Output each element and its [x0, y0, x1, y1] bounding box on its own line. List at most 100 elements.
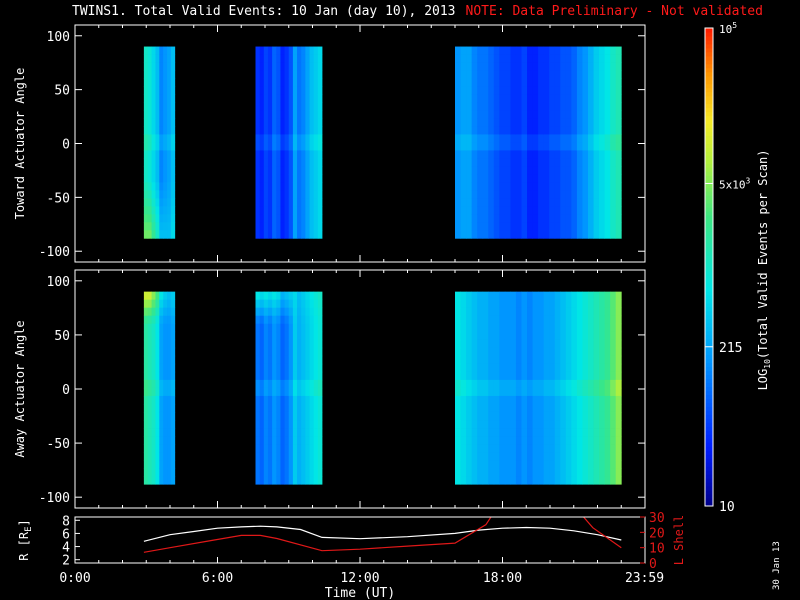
heat-cell-away-0-1-12 [147, 387, 152, 397]
heat-cell-toward-2-13-6 [527, 94, 533, 103]
heat-cell-toward-0-3-11 [155, 134, 160, 143]
heat-cell-away-2-28-23 [610, 476, 617, 485]
heat-cell-toward-2-28-7 [610, 102, 617, 111]
heat-cell-toward-2-28-18 [610, 190, 617, 199]
heat-cell-toward-1-3-16 [267, 174, 273, 183]
heat-cell-away-2-8-23 [499, 476, 506, 485]
heat-cell-away-2-25-18 [593, 436, 600, 445]
heat-cell-away-2-4-13 [477, 395, 484, 405]
heat-cell-toward-0-2-2 [151, 62, 156, 71]
heat-cell-away-1-4-8 [272, 355, 277, 365]
heat-cell-toward-2-20-21 [565, 214, 572, 223]
heat-cell-away-2-2-9 [466, 363, 473, 373]
colorbar-step-98 [705, 111, 713, 117]
heat-cell-toward-2-7-9 [493, 118, 500, 127]
heat-cell-away-2-22-6 [576, 339, 583, 349]
heat-cell-toward-1-3-7 [267, 102, 273, 111]
heat-cell-toward-0-6-5 [167, 86, 172, 95]
heat-cell-away-2-28-12 [610, 387, 617, 397]
heat-cell-away-2-5-12 [482, 387, 489, 397]
heat-cell-away-2-20-4 [565, 323, 572, 333]
heat-cell-away-2-16-9 [543, 363, 550, 373]
heat-cell-away-1-7-0 [284, 291, 290, 301]
heat-cell-away-0-7-14 [170, 403, 176, 413]
heat-cell-toward-2-9-23 [504, 230, 511, 239]
heat-cell-away-2-8-22 [499, 468, 506, 477]
heat-cell-away-2-17-14 [549, 403, 556, 413]
heat-cell-away-2-20-1 [565, 299, 572, 309]
heat-cell-toward-2-29-4 [615, 78, 622, 87]
heat-cell-toward-1-10-6 [297, 94, 302, 103]
ytick-label-away--100: -100 [39, 491, 70, 506]
heat-cell-away-2-26-10 [599, 371, 606, 381]
heat-cell-toward-1-4-5 [272, 86, 277, 95]
heat-cell-away-0-3-8 [155, 355, 160, 365]
heat-cell-away-1-12-7 [305, 347, 310, 357]
heat-cell-away-2-17-4 [549, 323, 556, 333]
heat-cell-away-2-12-19 [521, 444, 528, 453]
heat-cell-toward-2-10-4 [510, 78, 517, 87]
heat-cell-away-0-6-9 [167, 363, 172, 373]
heat-cell-toward-2-29-18 [615, 190, 622, 199]
heat-cell-away-2-22-0 [576, 291, 583, 301]
heat-cell-away-2-24-5 [588, 331, 594, 341]
heat-cell-toward-0-4-11 [159, 134, 164, 143]
heat-cell-toward-1-6-21 [280, 214, 285, 223]
heat-cell-away-1-8-13 [288, 395, 294, 405]
heat-cell-toward-2-16-17 [543, 182, 550, 191]
heat-cell-away-2-17-1 [549, 299, 556, 309]
heat-cell-toward-1-4-19 [272, 198, 277, 207]
heat-cell-away-2-6-5 [488, 331, 495, 341]
heat-cell-toward-2-14-9 [532, 118, 539, 127]
heat-cell-away-1-9-16 [292, 420, 298, 429]
colorbar-step-49 [705, 306, 713, 312]
heat-cell-toward-2-23-21 [582, 214, 589, 223]
heat-cell-toward-2-4-21 [477, 214, 484, 223]
heat-cell-away-2-9-8 [504, 355, 511, 365]
heat-cell-away-1-15-10 [317, 371, 323, 381]
heat-cell-away-2-17-19 [549, 444, 556, 453]
heat-cell-away-2-8-18 [499, 436, 506, 445]
heat-cell-away-2-22-22 [576, 468, 583, 477]
heat-cell-away-2-17-13 [549, 395, 556, 405]
heat-cell-toward-0-1-23 [147, 230, 152, 239]
heat-cell-toward-2-24-18 [588, 190, 594, 199]
heat-cell-away-1-2-0 [263, 291, 269, 301]
heat-cell-toward-0-7-12 [170, 142, 176, 151]
heat-cell-toward-2-18-21 [554, 214, 561, 223]
heat-cell-toward-1-1-11 [259, 134, 265, 143]
heat-cell-away-2-16-12 [543, 387, 550, 397]
heat-cell-away-1-8-11 [288, 379, 294, 389]
heat-cell-away-2-21-13 [571, 395, 578, 405]
heat-cell-toward-2-11-10 [515, 126, 522, 135]
heat-cell-toward-1-0-22 [255, 222, 261, 231]
heat-cell-away-0-2-12 [151, 387, 156, 397]
heat-cell-away-0-7-11 [170, 379, 176, 389]
xtick-label-4: 23:59 [625, 571, 664, 586]
heat-cell-toward-1-13-6 [309, 94, 315, 103]
heat-cell-toward-1-15-8 [317, 110, 323, 119]
heat-cell-toward-0-4-9 [159, 118, 164, 127]
heat-cell-away-1-1-3 [259, 315, 265, 325]
heat-cell-toward-1-12-6 [305, 94, 310, 103]
heat-cell-toward-2-7-10 [493, 126, 500, 135]
heat-cell-toward-2-12-15 [521, 166, 528, 175]
heat-cell-toward-0-7-18 [170, 190, 176, 199]
heat-cell-toward-1-5-23 [276, 230, 281, 239]
heat-cell-away-2-0-19 [455, 444, 461, 453]
heat-cell-toward-2-20-19 [565, 198, 572, 207]
heat-cell-away-2-17-0 [549, 291, 556, 301]
heat-cell-away-0-6-15 [167, 411, 172, 421]
heat-cell-away-2-11-19 [515, 444, 522, 453]
heat-cell-away-1-14-9 [313, 363, 319, 373]
heat-cell-away-1-1-11 [259, 379, 265, 389]
heat-cell-away-0-6-4 [167, 323, 172, 333]
heat-cell-toward-2-5-14 [482, 158, 489, 167]
heat-cell-toward-2-10-21 [510, 214, 517, 223]
heat-cell-toward-2-25-0 [593, 46, 600, 55]
heat-cell-away-2-22-3 [576, 315, 583, 325]
heat-cell-toward-2-14-16 [532, 174, 539, 183]
heat-cell-away-1-12-12 [305, 387, 310, 397]
heat-cell-away-2-13-6 [527, 339, 533, 349]
heat-cell-away-2-27-15 [604, 411, 611, 421]
